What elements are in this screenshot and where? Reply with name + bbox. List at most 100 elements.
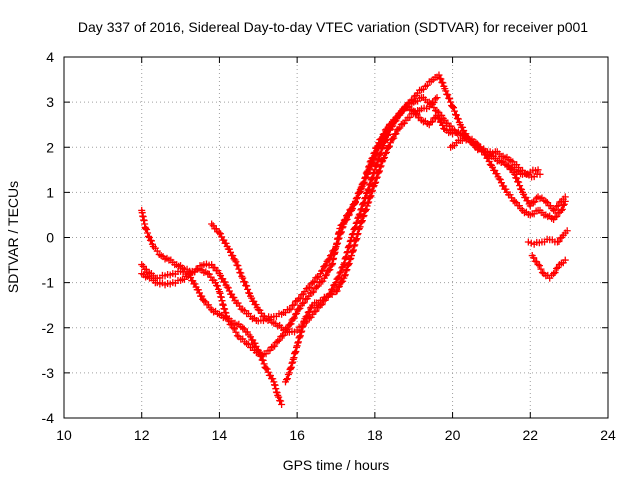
data-point-interp bbox=[229, 252, 237, 260]
data-point-interp bbox=[502, 185, 510, 193]
data-point-interp bbox=[233, 332, 241, 340]
data-point-interp bbox=[430, 98, 438, 106]
data-point-interp bbox=[321, 272, 329, 280]
data-point-interp bbox=[451, 107, 459, 115]
data-point-interp bbox=[207, 273, 215, 281]
data-point-interp bbox=[444, 91, 452, 99]
data-point-interp bbox=[144, 268, 152, 276]
data-point-interp bbox=[290, 314, 298, 322]
data-point-interp bbox=[283, 375, 291, 383]
data-point-interp bbox=[366, 164, 374, 172]
data-point-interp bbox=[335, 282, 343, 290]
data-point-interp bbox=[194, 286, 202, 294]
data-point-interp bbox=[328, 251, 336, 259]
data-point bbox=[305, 292, 313, 300]
data-point bbox=[536, 170, 544, 178]
data-point-interp bbox=[354, 214, 362, 222]
data-point-interp bbox=[277, 397, 285, 405]
data-point bbox=[355, 224, 363, 232]
data-point-interp bbox=[333, 287, 341, 295]
data-point bbox=[266, 346, 274, 354]
data-point bbox=[223, 283, 231, 291]
data-point-interp bbox=[515, 178, 523, 186]
data-point-interp bbox=[384, 130, 392, 138]
data-point bbox=[526, 202, 534, 210]
data-point-interp bbox=[331, 246, 339, 254]
data-point-interp bbox=[198, 292, 206, 300]
data-point-interp bbox=[392, 117, 400, 125]
data-point-interp bbox=[260, 360, 268, 368]
data-point-interp bbox=[352, 195, 360, 203]
data-point-interp bbox=[551, 269, 559, 277]
data-point bbox=[274, 391, 282, 399]
data-point bbox=[495, 175, 503, 183]
data-point-interp bbox=[364, 199, 372, 207]
data-point-interp bbox=[241, 278, 249, 286]
data-point-interp bbox=[213, 282, 221, 290]
data-point-interp bbox=[369, 183, 377, 191]
data-point-interp bbox=[516, 182, 524, 190]
data-point-interp bbox=[284, 371, 292, 379]
data-point-interp bbox=[559, 201, 567, 209]
data-point-interp bbox=[318, 267, 326, 275]
data-point-interp bbox=[391, 130, 399, 138]
x-tick-label: 24 bbox=[600, 427, 616, 443]
data-points bbox=[138, 71, 571, 408]
data-point-interp bbox=[513, 174, 521, 182]
y-tick-label: 2 bbox=[46, 139, 54, 155]
data-point-interp bbox=[342, 267, 350, 275]
data-point-interp bbox=[435, 108, 443, 116]
plot-border bbox=[63, 56, 609, 419]
data-point-interp bbox=[337, 229, 345, 237]
data-point bbox=[511, 197, 519, 205]
data-point-interp bbox=[515, 202, 523, 210]
data-point-interp bbox=[346, 255, 354, 263]
data-point-interp bbox=[450, 104, 458, 112]
data-point-interp bbox=[275, 336, 283, 344]
x-tick-label: 22 bbox=[522, 427, 538, 443]
y-tick-label: -3 bbox=[42, 365, 55, 381]
data-point-interp bbox=[385, 142, 393, 150]
data-point-interp bbox=[217, 230, 225, 238]
data-point-interp bbox=[212, 225, 220, 233]
data-point bbox=[371, 179, 379, 187]
data-point-interp bbox=[252, 342, 260, 350]
data-point-interp bbox=[367, 192, 375, 200]
data-point-interp bbox=[349, 205, 357, 213]
data-point-interp bbox=[553, 264, 561, 272]
data-point bbox=[324, 256, 332, 264]
data-point-interp bbox=[385, 126, 393, 134]
data-point-interp bbox=[243, 328, 251, 336]
data-point bbox=[561, 256, 569, 264]
data-point-interp bbox=[147, 237, 155, 245]
data-point-interp bbox=[399, 107, 407, 115]
data-point-interp bbox=[388, 123, 396, 131]
data-point-interp bbox=[295, 305, 303, 313]
data-point-interp bbox=[343, 266, 351, 274]
data-point-interp bbox=[263, 365, 271, 373]
data-point-interp bbox=[304, 308, 312, 316]
data-point-interp bbox=[191, 280, 199, 288]
data-point-interp bbox=[325, 266, 333, 274]
x-tick-label: 20 bbox=[445, 427, 461, 443]
y-tick-label: -2 bbox=[42, 320, 55, 336]
data-point-interp bbox=[444, 119, 452, 127]
data-point-interp bbox=[428, 118, 436, 126]
data-point-interp bbox=[506, 191, 514, 199]
data-point-interp bbox=[234, 262, 242, 270]
data-point-interp bbox=[287, 320, 295, 328]
data-point-interp bbox=[336, 269, 344, 277]
data-point-interp bbox=[558, 205, 566, 213]
data-point-interp bbox=[243, 282, 251, 290]
y-tick-label: -1 bbox=[42, 275, 55, 291]
data-point-interp bbox=[293, 310, 301, 318]
data-point-interp bbox=[334, 235, 342, 243]
chart-title: Day 337 of 2016, Sidereal Day-to-day VTE… bbox=[78, 19, 588, 35]
data-point-interp bbox=[396, 124, 404, 132]
data-point-interp bbox=[338, 224, 346, 232]
data-point-interp bbox=[252, 301, 260, 309]
data-point-interp bbox=[257, 309, 265, 317]
data-point-interp bbox=[382, 136, 390, 144]
data-point-interp bbox=[145, 232, 153, 240]
